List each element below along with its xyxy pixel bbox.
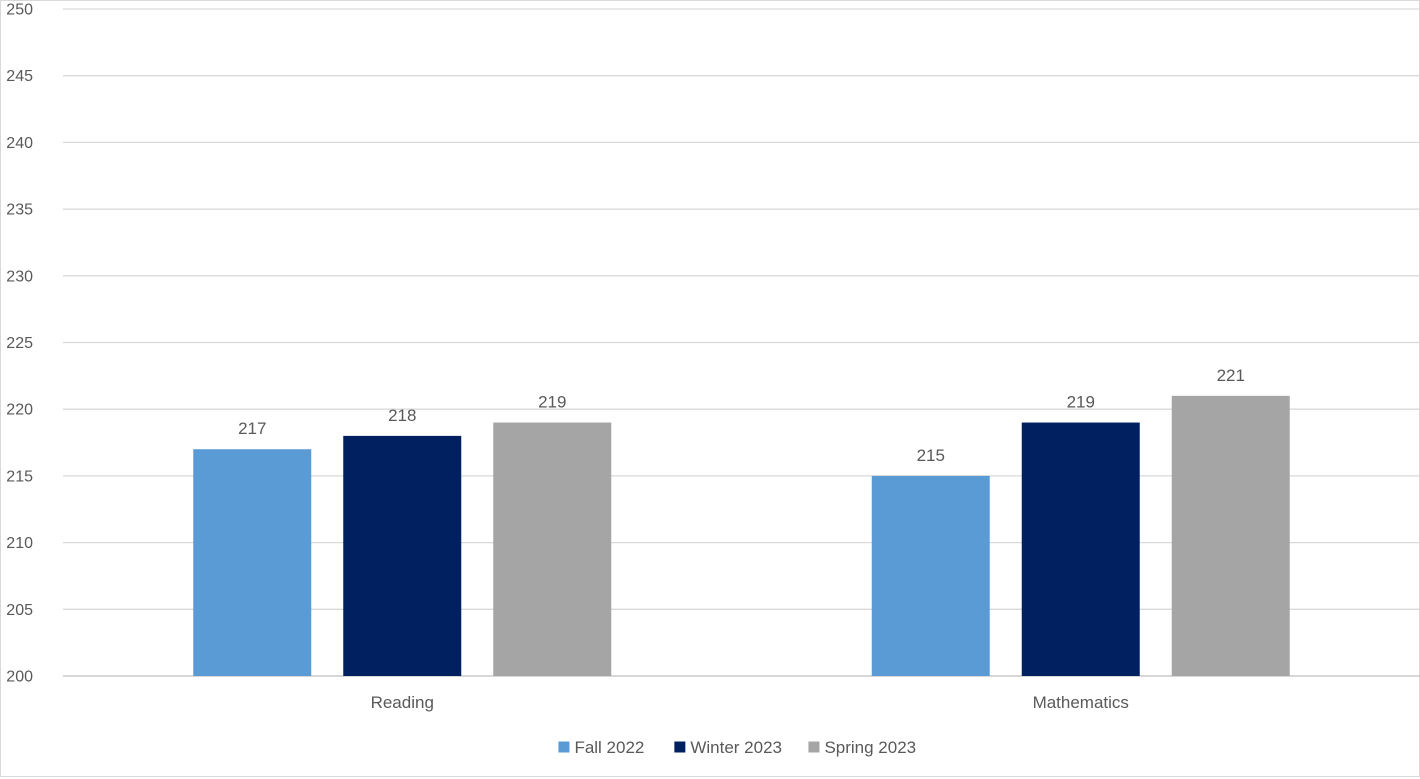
y-tick-label: 220 (6, 402, 33, 419)
bar (871, 475, 990, 676)
legend-swatch (558, 741, 570, 753)
data-label: 218 (388, 406, 416, 425)
data-label: 217 (238, 419, 266, 438)
data-label: 215 (917, 446, 945, 465)
bar (193, 449, 312, 676)
legend-swatch (674, 741, 686, 753)
legend-swatch (808, 741, 820, 753)
y-tick-label: 250 (6, 2, 33, 19)
data-label: 219 (538, 393, 566, 412)
bar (1171, 395, 1290, 676)
data-label: 221 (1217, 366, 1245, 385)
legend-label: Spring 2023 (824, 738, 916, 757)
y-tick-label: 215 (6, 468, 33, 485)
y-tick-label: 200 (6, 669, 33, 686)
y-tick-label: 240 (6, 135, 33, 152)
y-tick-label: 225 (6, 335, 33, 352)
y-tick-label: 245 (6, 68, 33, 85)
y-tick-label: 235 (6, 202, 33, 219)
bar (1021, 422, 1140, 676)
y-axis-tick-labels: 200 205 210 215 220 225 230 235 240 245 250 (6, 2, 33, 686)
bar (343, 435, 462, 676)
data-label: 219 (1067, 393, 1095, 412)
y-tick-label: 230 (6, 268, 33, 285)
y-tick-label: 205 (6, 602, 33, 619)
category-labels: Reading Mathematics (371, 693, 1129, 712)
category-label: Reading (371, 693, 434, 712)
bar (493, 422, 612, 676)
bars (193, 395, 1290, 676)
legend: Fall 2022 Winter 2023 Spring 2023 (558, 738, 916, 757)
category-label: Mathematics (1033, 693, 1129, 712)
legend-label: Winter 2023 (690, 738, 782, 757)
data-labels: 217 218 219 215 219 221 (238, 366, 1245, 465)
y-tick-label: 210 (6, 535, 33, 552)
legend-label: Fall 2022 (574, 738, 644, 757)
